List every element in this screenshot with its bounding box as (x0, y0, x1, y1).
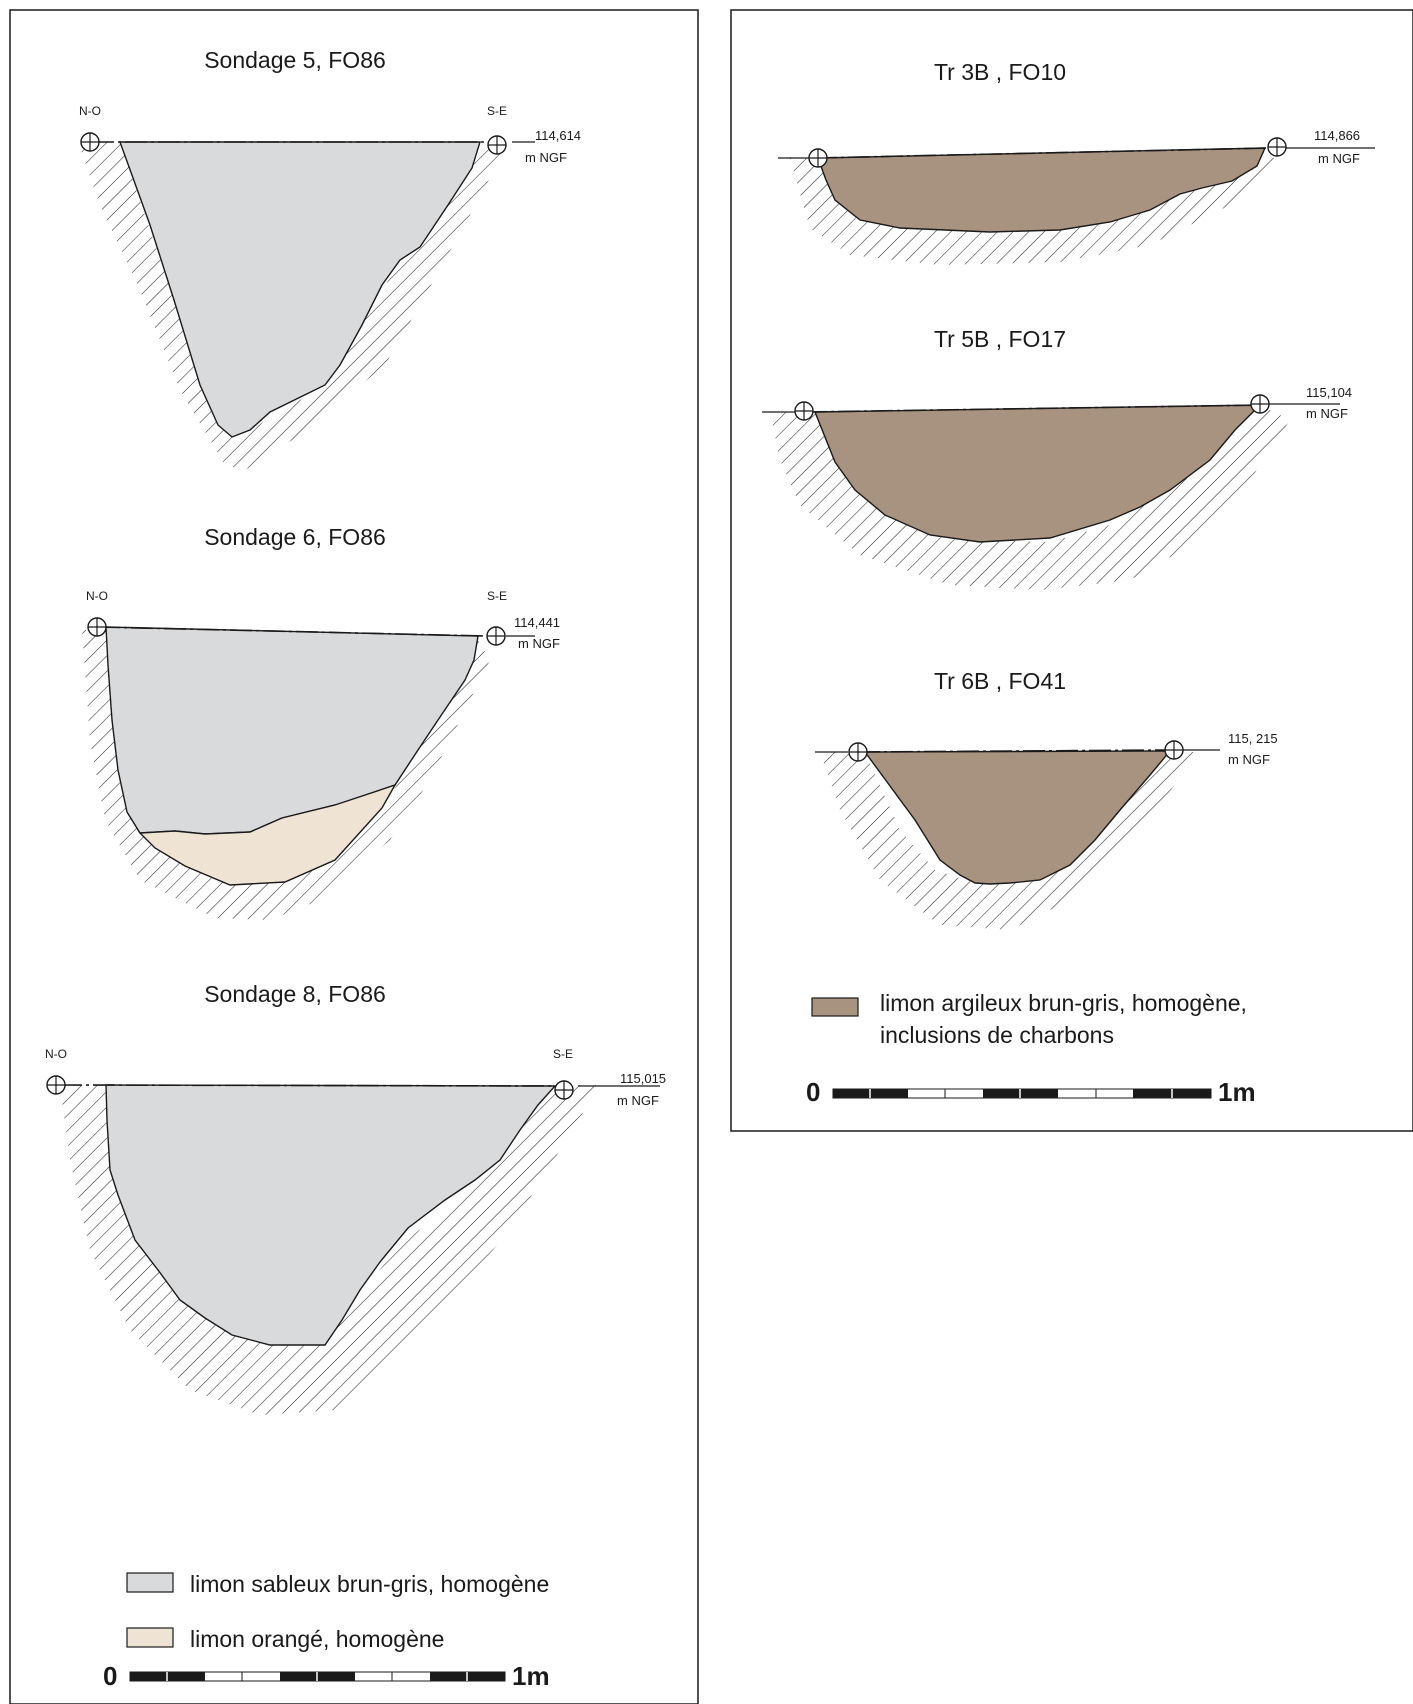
datum-marker-right (486, 626, 506, 646)
datum-marker-left (87, 617, 107, 637)
elevation-unit: m NGF (1318, 151, 1360, 166)
orientation-right-label: S-E (487, 104, 507, 118)
right-panel: Tr 3B , FO10 114,866 m NGF Tr 5B , FO17 (730, 9, 1413, 1132)
natural-ground-hatch (770, 405, 1290, 590)
scale-start-label: 0 (806, 1077, 820, 1107)
legend-swatch-clayey-brown-grey-silt (811, 997, 859, 1017)
ground-level-line (804, 404, 1266, 413)
natural-ground-hatch (790, 150, 1280, 265)
datum-marker-right (1250, 394, 1270, 414)
orientation-left-label: N-O (79, 104, 101, 118)
orientation-left-label: N-O (45, 1047, 67, 1061)
datum-marker-left (794, 401, 814, 421)
elevation-value: 114,866 (1314, 128, 1360, 143)
orientation-left-label: N-O (86, 589, 108, 603)
ground-level-line (814, 147, 1271, 159)
datum-marker-left (848, 742, 868, 762)
datum-marker-right (554, 1080, 574, 1100)
right-legend: limon argileux brun-gris, homogène, incl… (811, 990, 1247, 1048)
scale-end-label: 1m (512, 1661, 550, 1691)
natural-ground-hatch (82, 630, 490, 920)
ground-level-line (97, 626, 487, 637)
datum-marker-right (1164, 740, 1184, 760)
elevation-value: 114,614 (535, 128, 581, 143)
datum-marker-left (80, 132, 100, 152)
section-tr-3b: Tr 3B , FO10 114,866 m NGF (778, 59, 1375, 265)
section-title: Sondage 5, FO86 (204, 47, 386, 73)
fill-clayey-brown-grey-silt (817, 147, 1267, 233)
section-sondage-5: Sondage 5, FO86 N-O S-E 114,614 m NGF (78, 47, 581, 470)
left-scale-bar: 0 1m (103, 1661, 550, 1691)
orientation-right-label: S-E (553, 1047, 573, 1061)
section-tr-6b: Tr 6B , FO41 115, 215 m NGF (815, 668, 1278, 930)
section-sondage-6: Sondage 6, FO86 N-O S-E 114,441 m NGF (82, 524, 560, 920)
elevation-value: 115,015 (620, 1071, 666, 1086)
left-panel-frame (9, 9, 699, 1704)
scale-end-label: 1m (1218, 1077, 1256, 1107)
right-scale-bar: 0 1m (806, 1077, 1256, 1107)
fill-clayey-brown-grey-silt (863, 750, 1172, 885)
fill-clayey-brown-grey-silt (813, 404, 1262, 543)
ground-level-line (857, 749, 1173, 753)
fill-sandy-grey-silt (119, 141, 481, 438)
section-sondage-8: Sondage 8, FO86 N-O S-E 115,015 m NGF (45, 981, 666, 1415)
datum-marker-right (1267, 137, 1287, 157)
datum-marker-right (487, 135, 507, 155)
elevation-value: 115,104 (1306, 385, 1352, 400)
section-title: Tr 5B , FO17 (934, 326, 1066, 352)
fill-sandy-grey-silt (105, 626, 479, 835)
section-title: Sondage 8, FO86 (204, 981, 386, 1007)
right-panel-frame (730, 9, 1413, 1132)
section-tr-5b: Tr 5B , FO17 115,104 m NGF (762, 326, 1352, 590)
legend-label-sandy-grey-silt: limon sableux brun-gris, homogène (190, 1571, 549, 1597)
legend-swatch-orange-silt (126, 1627, 174, 1648)
section-title: Sondage 6, FO86 (204, 524, 386, 550)
left-legend: limon sableux brun-gris, homogène limon … (126, 1571, 549, 1652)
elevation-value: 115, 215 (1228, 731, 1278, 746)
legend-label-line2: inclusions de charbons (880, 1022, 1114, 1048)
legend-label-line1: limon argileux brun-gris, homogène, (880, 990, 1247, 1016)
section-title: Tr 6B , FO41 (934, 668, 1066, 694)
elevation-unit: m NGF (525, 150, 567, 165)
left-panel: Sondage 5, FO86 N-O S-E 114,614 m NGF So… (9, 9, 699, 1704)
fill-sandy-grey-silt (105, 1084, 557, 1346)
legend-label-orange-silt: limon orangé, homogène (190, 1626, 444, 1652)
scale-start-label: 0 (103, 1661, 117, 1691)
orientation-right-label: S-E (487, 589, 507, 603)
elevation-unit: m NGF (617, 1093, 659, 1108)
elevation-unit: m NGF (518, 636, 560, 651)
section-title: Tr 3B , FO10 (934, 59, 1066, 85)
datum-marker-left (808, 148, 828, 168)
elevation-value: 114,441 (514, 615, 560, 630)
natural-ground-hatch (60, 1085, 600, 1415)
elevation-unit: m NGF (1306, 406, 1348, 421)
ground-level-line (59, 1084, 561, 1087)
elevation-unit: m NGF (1228, 752, 1270, 767)
natural-ground-hatch (78, 142, 505, 470)
datum-marker-left (46, 1075, 66, 1095)
fill-orange-silt (138, 783, 397, 886)
legend-swatch-sandy-grey-silt (126, 1572, 174, 1593)
